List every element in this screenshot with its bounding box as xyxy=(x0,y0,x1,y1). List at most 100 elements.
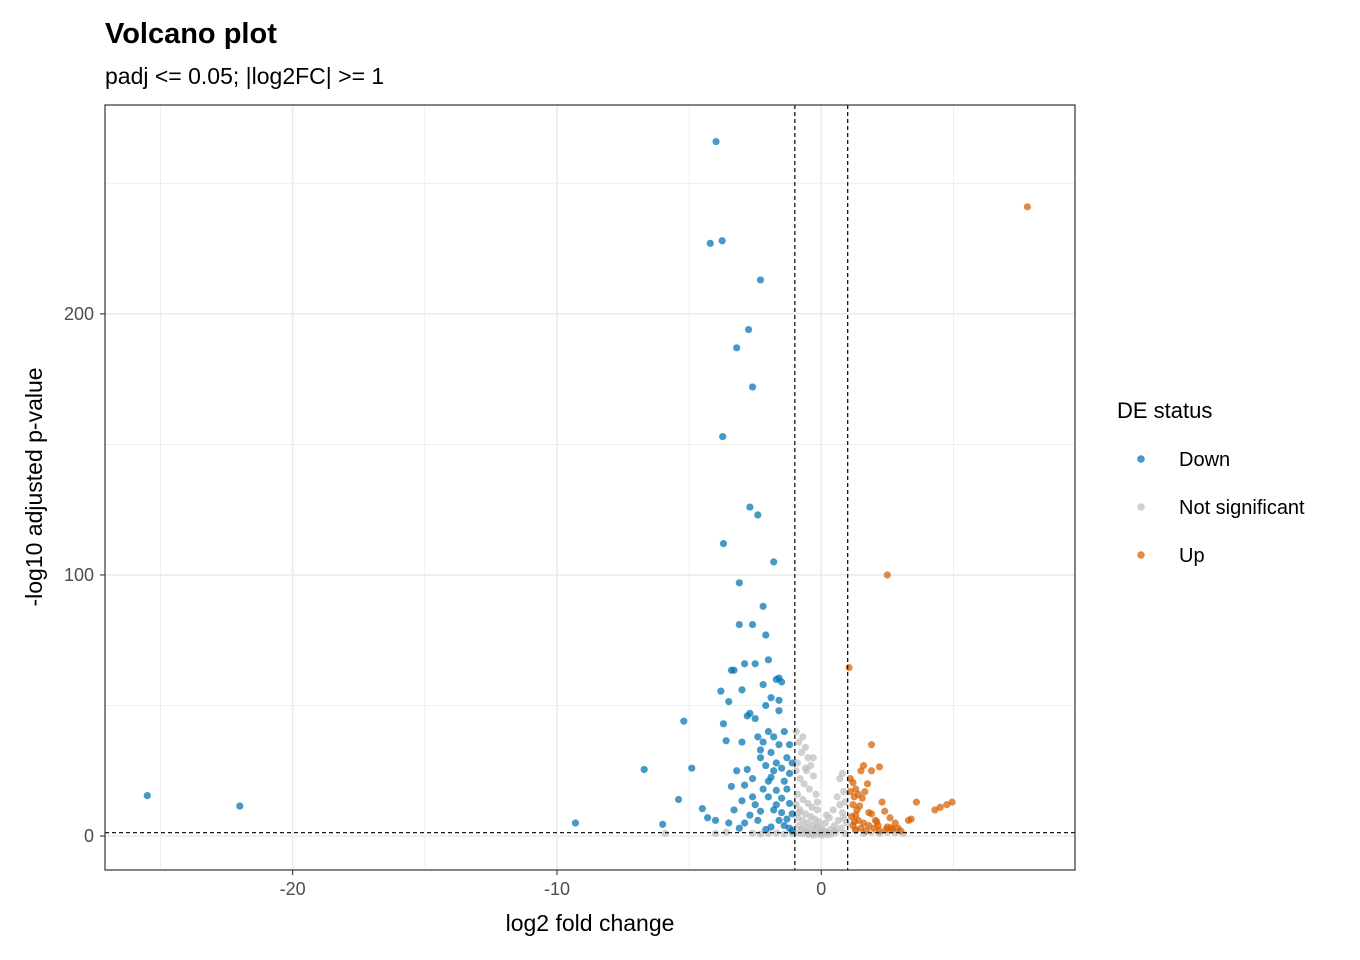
data-point xyxy=(780,728,788,736)
data-point xyxy=(659,820,667,828)
data-point xyxy=(722,828,730,836)
data-point xyxy=(674,795,683,804)
data-point xyxy=(772,759,780,767)
data-point xyxy=(706,239,714,247)
data-point xyxy=(795,808,803,817)
data-point xyxy=(837,824,845,832)
grid-lines xyxy=(105,105,1075,870)
data-point xyxy=(936,803,944,811)
data-point xyxy=(799,830,807,838)
data-point xyxy=(867,767,876,775)
data-point xyxy=(821,819,829,827)
data-point xyxy=(754,733,762,741)
legend-title: DE status xyxy=(1117,398,1212,423)
data-point xyxy=(722,737,730,745)
data-point xyxy=(718,237,726,245)
data-point xyxy=(762,761,770,770)
data-point xyxy=(875,763,884,771)
data-point xyxy=(850,818,858,826)
y-tick-label: 0 xyxy=(84,826,94,846)
data-point xyxy=(762,701,770,710)
data-point xyxy=(698,805,706,813)
data-point xyxy=(748,620,757,629)
data-point xyxy=(799,733,807,741)
x-tick-label: -10 xyxy=(544,879,570,899)
data-point xyxy=(741,781,749,789)
data-point xyxy=(236,802,244,810)
data-point xyxy=(738,797,746,805)
data-point xyxy=(738,738,746,746)
x-axis: -20 -10 0 xyxy=(280,870,826,899)
data-point xyxy=(801,764,810,772)
data-point xyxy=(730,666,738,674)
data-point xyxy=(775,816,783,824)
data-point xyxy=(799,795,807,804)
data-point xyxy=(759,602,767,610)
data-points xyxy=(143,137,1032,839)
x-axis-title: log2 fold change xyxy=(506,910,675,936)
data-point xyxy=(857,767,865,775)
data-point xyxy=(840,788,848,796)
data-point xyxy=(830,822,839,830)
data-point xyxy=(854,790,862,798)
data-point xyxy=(861,788,869,796)
data-point xyxy=(838,769,847,778)
data-point xyxy=(759,785,767,793)
data-point xyxy=(874,822,882,830)
data-point xyxy=(833,793,841,801)
data-point xyxy=(809,754,817,762)
data-point xyxy=(841,829,849,838)
data-point xyxy=(762,825,770,834)
data-point xyxy=(746,503,754,511)
data-point xyxy=(813,806,821,814)
data-point xyxy=(770,767,778,775)
data-point xyxy=(801,743,810,751)
plot-border xyxy=(104,104,1076,871)
series-down xyxy=(143,137,796,835)
data-point xyxy=(783,785,791,793)
data-point xyxy=(751,714,759,723)
data-point xyxy=(661,829,669,838)
data-point xyxy=(748,775,757,783)
data-point xyxy=(792,767,800,775)
legend: DE status Down Not significant Up xyxy=(1117,398,1305,567)
data-point xyxy=(795,738,803,746)
data-point xyxy=(756,746,765,754)
data-point xyxy=(764,656,773,664)
data-point xyxy=(849,801,857,809)
data-point xyxy=(780,830,788,838)
data-point xyxy=(746,811,754,819)
data-point xyxy=(764,793,773,801)
legend-label: Down xyxy=(1179,449,1230,471)
data-point xyxy=(887,824,895,832)
series-not-significant xyxy=(661,728,907,839)
data-point xyxy=(741,819,749,827)
data-point xyxy=(788,759,796,767)
data-point xyxy=(143,791,151,800)
data-point xyxy=(756,807,765,815)
data-point xyxy=(719,432,727,441)
data-point xyxy=(896,827,905,835)
data-point xyxy=(748,383,757,391)
data-point xyxy=(738,686,746,694)
data-point xyxy=(756,754,765,762)
data-point xyxy=(785,799,794,808)
data-point xyxy=(822,811,831,819)
data-point xyxy=(867,741,876,749)
data-point xyxy=(793,759,802,767)
data-point xyxy=(775,696,783,704)
data-point xyxy=(767,694,775,702)
data-point xyxy=(764,728,773,736)
data-point xyxy=(725,698,733,706)
data-point xyxy=(743,765,751,774)
data-point xyxy=(863,780,872,788)
y-axis-title: -log10 adjusted p-value xyxy=(21,367,47,606)
data-point xyxy=(772,801,780,809)
data-point xyxy=(767,748,775,757)
data-point xyxy=(730,806,738,814)
data-point xyxy=(727,782,736,791)
data-point xyxy=(796,775,804,783)
data-point xyxy=(809,772,817,780)
data-point xyxy=(719,720,728,728)
